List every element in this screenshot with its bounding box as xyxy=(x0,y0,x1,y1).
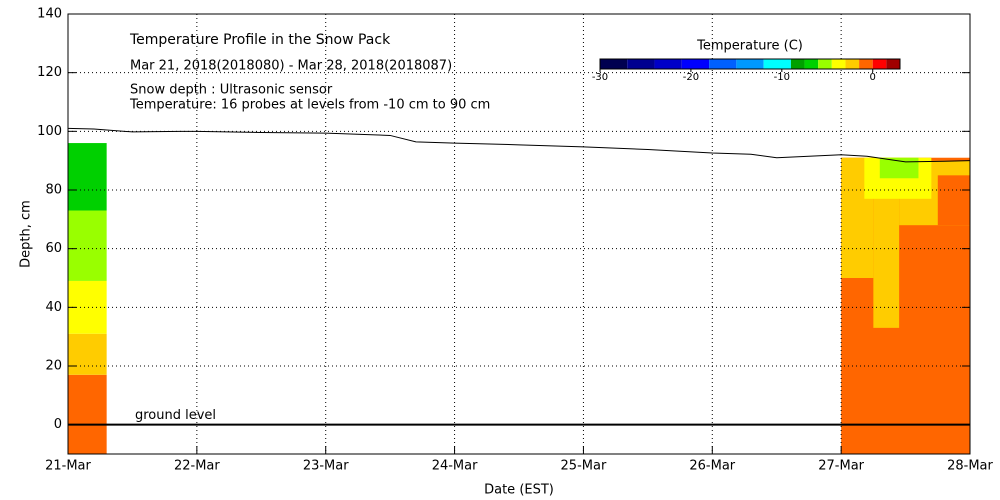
colorbar-segment xyxy=(886,59,900,69)
x-tick-label: 21-Mar xyxy=(45,459,91,474)
note: Temperature: 16 probes at levels from -1… xyxy=(129,98,490,113)
y-tick-label: 40 xyxy=(45,300,62,315)
colorbar-tick-label: -30 xyxy=(592,72,608,83)
colorbar-segment xyxy=(859,59,873,69)
temperature-region xyxy=(879,157,919,179)
y-tick-label: 0 xyxy=(54,417,62,432)
colorbar-tick-label: -20 xyxy=(683,72,699,83)
chart-title: Temperature Profile in the Snow Pack xyxy=(129,32,391,48)
temperature-region xyxy=(68,333,107,375)
colorbar-segment xyxy=(654,59,682,69)
colorbar-frame xyxy=(599,58,901,70)
colorbar-title: Temperature (C) xyxy=(696,39,803,54)
colorbar-segment xyxy=(790,59,805,69)
temperature-region xyxy=(68,374,107,454)
x-tick-label: 23-Mar xyxy=(303,459,349,474)
colorbar-tick-label: 0 xyxy=(870,72,876,83)
colorbar-segment xyxy=(709,59,737,69)
colorbar-segment xyxy=(872,59,887,69)
x-tick-label: 27-Mar xyxy=(818,459,864,474)
temperature-region xyxy=(68,143,107,211)
colorbar-segment xyxy=(763,59,791,69)
y-tick-label: 100 xyxy=(37,124,62,139)
plot-frame xyxy=(67,13,971,455)
y-axis-label: Depth, cm xyxy=(19,200,34,268)
x-tick-label: 24-Mar xyxy=(432,459,478,474)
colorbar-segment xyxy=(804,59,819,69)
colorbar-segment xyxy=(831,59,846,69)
colorbar-segment xyxy=(681,59,710,69)
x-tick-label: 26-Mar xyxy=(689,459,735,474)
colorbar-tick-label: -10 xyxy=(774,72,790,83)
ground-level-label: ground level xyxy=(135,408,216,423)
snow-depth-line xyxy=(67,127,971,163)
temperature-region xyxy=(937,175,970,226)
chart-subtitle: Mar 21, 2018(2018080) - Mar 28, 2018(201… xyxy=(130,59,452,74)
colorbar-segment xyxy=(818,59,832,69)
x-tick-label: 28-Mar xyxy=(947,459,993,474)
y-tick-label: 60 xyxy=(45,241,62,256)
x-axis-label: Date (EST) xyxy=(484,483,554,498)
y-tick-label: 80 xyxy=(45,183,62,198)
colorbar-segment xyxy=(600,59,628,69)
y-tick-label: 120 xyxy=(37,65,62,80)
colorbar-segment xyxy=(736,59,764,69)
temperature-region xyxy=(68,210,107,281)
x-tick-label: 22-Mar xyxy=(174,459,220,474)
note: Snow depth : Ultrasonic sensor xyxy=(130,83,333,98)
x-tick-label: 25-Mar xyxy=(561,459,607,474)
colorbar-segment xyxy=(627,59,655,69)
colorbar-segment xyxy=(845,59,860,69)
y-tick-label: 140 xyxy=(37,7,62,22)
y-tick-label: 20 xyxy=(45,359,62,374)
